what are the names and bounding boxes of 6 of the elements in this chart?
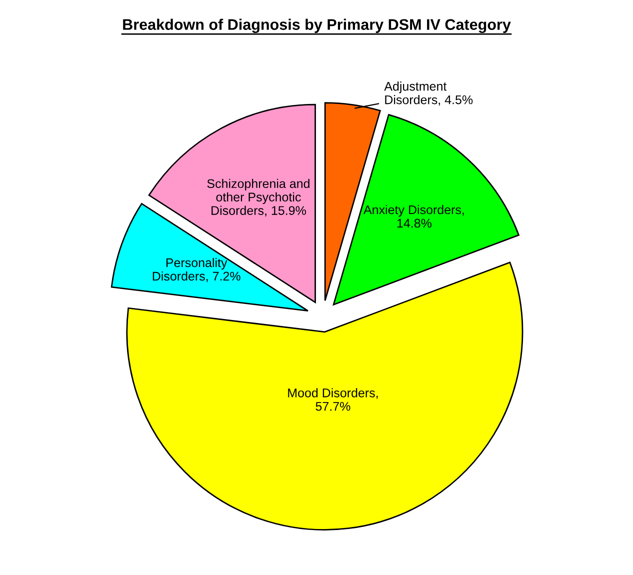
slice-label: Mood Disorders, 57.7% xyxy=(288,388,378,411)
slice-label: Anxiety Disorders, 14.8% xyxy=(364,205,464,228)
slice-label: Schizophrenia and other Psychotic Disorders, 15.9% xyxy=(207,178,310,216)
chart-title: Breakdown of Diagnosis by Primary DSM IV Category xyxy=(123,18,511,34)
slice-label: Adjustment Disorders, 4.5% xyxy=(384,82,473,106)
slice-label: Personality Disorders, 7.2% xyxy=(152,258,240,282)
